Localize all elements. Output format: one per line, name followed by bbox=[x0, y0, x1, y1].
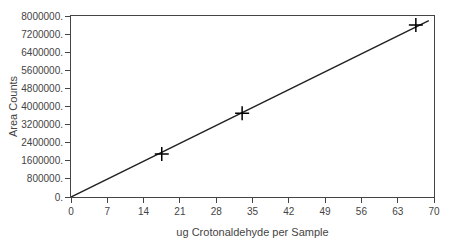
svg-text:4000000.: 4000000. bbox=[21, 101, 63, 112]
svg-text:7200000.: 7200000. bbox=[21, 29, 63, 40]
svg-text:0: 0 bbox=[68, 206, 74, 217]
svg-text:1600000.: 1600000. bbox=[21, 155, 63, 166]
svg-text:21: 21 bbox=[174, 206, 186, 217]
svg-text:49: 49 bbox=[320, 206, 332, 217]
svg-text:2400000.: 2400000. bbox=[21, 137, 63, 148]
svg-text:70: 70 bbox=[428, 206, 440, 217]
svg-text:ug Crotonaldehyde per Sample: ug Crotonaldehyde per Sample bbox=[176, 226, 328, 238]
svg-text:6400000.: 6400000. bbox=[21, 47, 63, 58]
svg-text:7: 7 bbox=[105, 206, 111, 217]
svg-text:28: 28 bbox=[211, 206, 223, 217]
svg-text:42: 42 bbox=[283, 206, 295, 217]
svg-text:8000000.: 8000000. bbox=[21, 11, 63, 22]
svg-text:56: 56 bbox=[356, 206, 368, 217]
svg-text:63: 63 bbox=[392, 206, 404, 217]
svg-text:3200000.: 3200000. bbox=[21, 119, 63, 130]
svg-text:5600000.: 5600000. bbox=[21, 65, 63, 76]
svg-text:0.: 0. bbox=[55, 192, 63, 203]
svg-text:Area Counts: Area Counts bbox=[7, 75, 19, 137]
svg-text:35: 35 bbox=[247, 206, 259, 217]
svg-text:4800000.: 4800000. bbox=[21, 83, 63, 94]
svg-text:14: 14 bbox=[138, 206, 150, 217]
svg-text:800000.: 800000. bbox=[27, 173, 63, 184]
